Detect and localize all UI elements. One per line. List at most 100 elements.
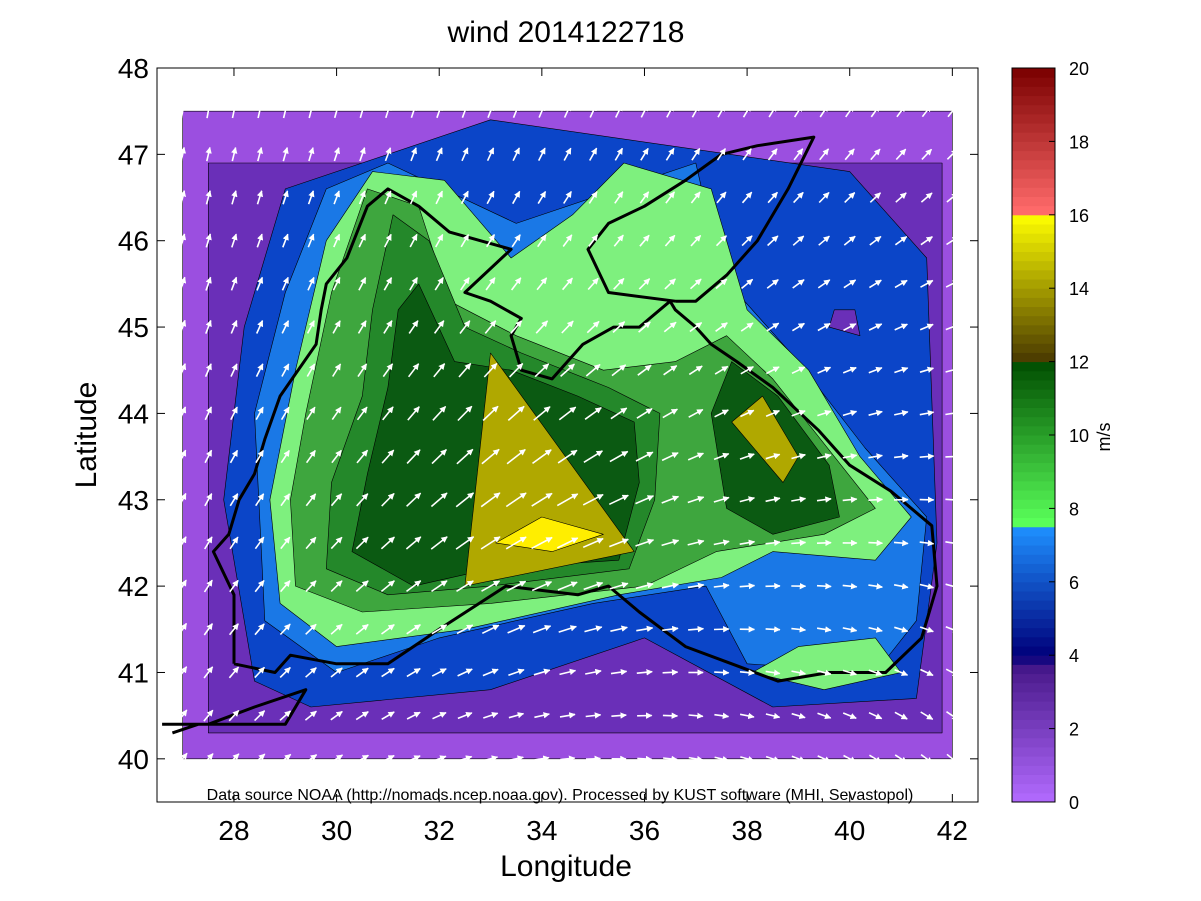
wind-vector bbox=[178, 622, 188, 636]
wind-vector bbox=[842, 583, 858, 590]
wind-vector bbox=[609, 450, 629, 463]
colorbar-segment bbox=[1012, 563, 1055, 574]
wind-vector bbox=[792, 279, 805, 289]
wind-vector bbox=[842, 669, 858, 676]
wind-vector bbox=[920, 711, 934, 720]
wind-vector bbox=[356, 449, 369, 464]
wind-vector bbox=[610, 625, 628, 632]
wind-vector bbox=[791, 539, 807, 547]
wind-vector bbox=[919, 453, 935, 460]
wind-vector bbox=[307, 190, 315, 205]
wind-vector bbox=[663, 755, 678, 763]
wind-vector bbox=[610, 668, 628, 676]
wind-vector bbox=[920, 192, 933, 203]
wind-vector bbox=[666, 104, 675, 118]
wind-vector bbox=[845, 104, 855, 118]
wind-vector bbox=[765, 409, 780, 417]
wind-vector bbox=[739, 452, 755, 460]
wind-vector bbox=[205, 103, 212, 119]
wind-vector bbox=[894, 366, 909, 374]
wind-vector bbox=[844, 192, 856, 203]
colorbar-segment bbox=[1012, 554, 1055, 564]
wind-vector bbox=[486, 147, 495, 162]
colorbar-segment bbox=[1012, 691, 1055, 702]
wind-vector bbox=[946, 236, 959, 246]
wind-vector bbox=[945, 539, 960, 547]
wind-vector bbox=[457, 712, 473, 720]
wind-vector bbox=[946, 192, 959, 203]
wind-vector bbox=[537, 190, 547, 205]
colorbar-segment bbox=[1012, 288, 1055, 298]
wind-vector bbox=[305, 623, 317, 635]
wind-vector bbox=[431, 624, 448, 635]
wind-vector bbox=[481, 448, 500, 465]
wind-vector bbox=[768, 104, 778, 118]
wind-vector bbox=[714, 365, 729, 375]
wind-vector bbox=[381, 449, 395, 464]
wind-vector bbox=[614, 147, 624, 161]
wind-vector bbox=[893, 539, 909, 547]
wind-vector bbox=[739, 669, 755, 676]
wind-vector bbox=[306, 363, 316, 377]
x-tick-label: 40 bbox=[834, 815, 865, 846]
wind-vector bbox=[205, 190, 212, 205]
chart-title: wind 2014122718 bbox=[447, 16, 685, 49]
wind-vector bbox=[691, 104, 700, 118]
wind-vector bbox=[717, 104, 726, 118]
colorbar-tick-label: 8 bbox=[1069, 499, 1079, 519]
wind-vector bbox=[459, 320, 471, 334]
wind-vector bbox=[179, 276, 187, 291]
wind-vector bbox=[791, 712, 806, 720]
colorbar-segment bbox=[1012, 159, 1055, 170]
wind-vector bbox=[537, 234, 547, 248]
coastlines bbox=[162, 135, 939, 735]
wind-vector bbox=[178, 536, 187, 550]
wind-vector bbox=[817, 755, 831, 763]
wind-vector bbox=[409, 277, 418, 291]
wind-vector bbox=[588, 191, 598, 204]
wind-vector bbox=[561, 277, 574, 291]
wind-vector bbox=[689, 278, 702, 290]
wind-vector bbox=[510, 320, 523, 334]
wind-vector bbox=[946, 711, 959, 721]
wind-vector bbox=[405, 536, 422, 550]
colorbar-tick-label: 14 bbox=[1069, 279, 1089, 299]
colorbar-segment bbox=[1012, 279, 1055, 289]
wind-vector bbox=[305, 493, 317, 507]
colorbar-segment bbox=[1012, 480, 1055, 491]
wind-vector bbox=[791, 669, 806, 676]
wind-vector bbox=[791, 366, 806, 375]
wind-vector bbox=[921, 105, 932, 118]
colorbar-segment bbox=[1012, 352, 1055, 363]
y-axis-label: Latitude bbox=[70, 382, 103, 489]
colorbar-segment bbox=[1012, 590, 1055, 601]
wind-vector bbox=[791, 626, 807, 633]
wind-vector bbox=[433, 320, 445, 334]
colorbar-tick-label: 10 bbox=[1069, 426, 1089, 446]
wind-vector bbox=[816, 582, 832, 590]
wind-vector bbox=[920, 753, 933, 764]
wind-vector bbox=[255, 493, 265, 507]
wind-vector bbox=[534, 712, 550, 719]
wind-vector bbox=[844, 148, 855, 161]
wind-vector bbox=[385, 103, 392, 119]
wind-vector bbox=[688, 365, 703, 376]
colorbar-segment bbox=[1012, 499, 1055, 509]
wind-vector bbox=[178, 666, 188, 679]
wind-vector bbox=[407, 406, 420, 421]
wind-vector bbox=[533, 668, 551, 676]
wind-vector bbox=[741, 191, 753, 204]
wind-vector bbox=[308, 147, 315, 162]
wind-vector bbox=[739, 496, 756, 503]
wind-vector bbox=[457, 668, 473, 677]
wind-vector bbox=[739, 539, 756, 546]
wind-vector bbox=[460, 190, 469, 205]
wind-vector bbox=[688, 712, 704, 719]
colorbar-segment bbox=[1012, 187, 1055, 197]
wind-vector bbox=[228, 666, 240, 679]
wind-vector bbox=[894, 410, 909, 417]
wind-vector bbox=[510, 277, 522, 291]
wind-vector bbox=[584, 406, 602, 420]
colorbar-segment bbox=[1012, 581, 1055, 592]
wind-vector bbox=[639, 234, 650, 247]
